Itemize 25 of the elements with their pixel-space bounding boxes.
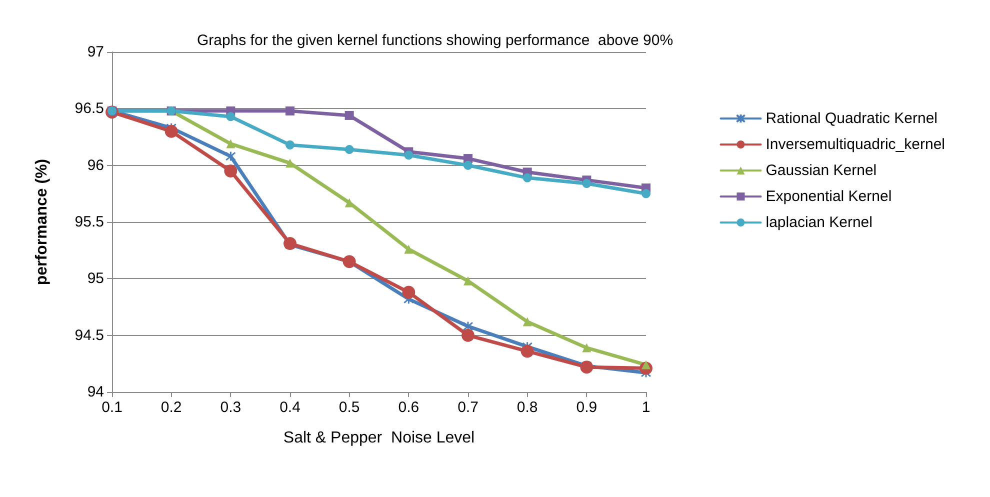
y-tick-label: 96.5 (74, 100, 104, 118)
legend-label: Rational Quadratic Kernel (766, 110, 938, 127)
y-tick-label: 97 (87, 44, 104, 60)
x-tick-label: 0.6 (398, 399, 420, 416)
x-tick-label: 0.2 (160, 399, 182, 416)
y-tick-label: 96 (87, 156, 104, 174)
x-axis-title: Salt & Pepper Noise Level (283, 430, 475, 446)
x-tick-label: 0.3 (220, 399, 242, 416)
chart-title: Graphs for the given kernel functions showing performance above 90% (196, 32, 674, 49)
x-tick-label: 0.7 (458, 399, 478, 416)
y-axis-title: performance (%) (34, 158, 50, 286)
x-tick-label: 1 (642, 399, 650, 416)
y-tick-label: 95.5 (74, 214, 104, 230)
x-tick-label: 0.8 (516, 399, 538, 416)
legend-label: Inversemultiquadric_kernel (766, 136, 946, 153)
y-tick-label: 94.5 (74, 326, 104, 344)
y-tick-label: 95 (87, 270, 104, 288)
y-tick-label: 94 (87, 384, 104, 400)
legend-label: Exponential Kernel (766, 188, 892, 205)
x-tick-label: 0.5 (338, 399, 360, 416)
x-tick-label: 0.1 (102, 399, 122, 416)
legend-label: Gaussian Kernel (766, 162, 877, 179)
x-tick-label: 0.4 (280, 399, 300, 416)
x-tick-label: 0.9 (576, 399, 598, 416)
legend-label: laplacian Kernel (766, 214, 872, 231)
